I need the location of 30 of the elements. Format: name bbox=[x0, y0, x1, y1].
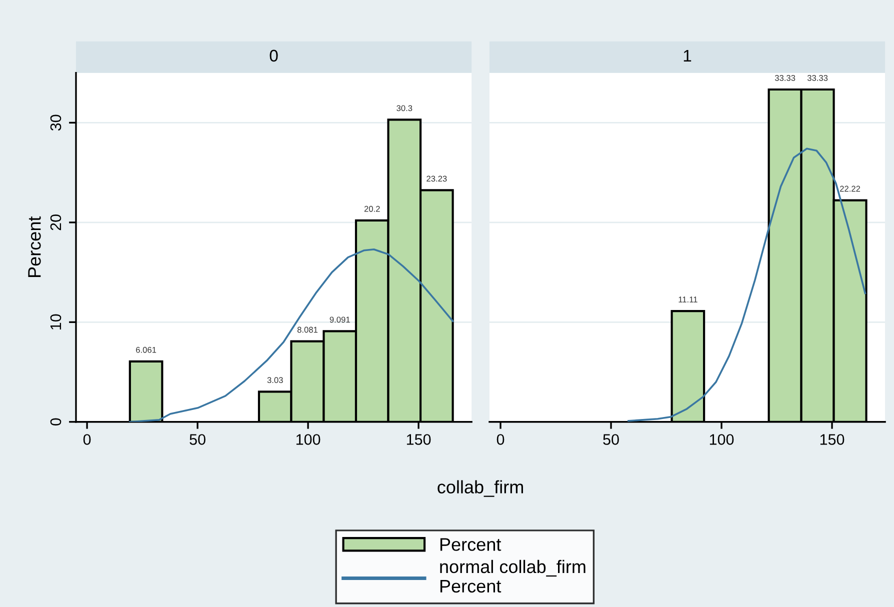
x-tick-label: 100 bbox=[710, 434, 734, 445]
y-tick-label: 30 bbox=[50, 114, 62, 131]
x-tick-label: 150 bbox=[406, 434, 431, 445]
data-label: 20.2 bbox=[364, 206, 380, 212]
x-tick-label: 50 bbox=[603, 434, 619, 445]
y-tick-label: 0 bbox=[50, 418, 62, 426]
data-label: 30.3 bbox=[396, 105, 412, 112]
data-label: 3.03 bbox=[267, 377, 283, 384]
legend-label: Percent bbox=[440, 538, 502, 551]
data-label: 23.23 bbox=[426, 176, 447, 182]
x-tick-label: 0 bbox=[83, 434, 91, 445]
chart-title: 0 bbox=[270, 50, 278, 62]
x-axis-title: collab_firm bbox=[438, 480, 523, 497]
y-axis-title: Percent bbox=[28, 216, 41, 277]
data-label: 22.22 bbox=[840, 186, 860, 192]
x-tick-label: 0 bbox=[496, 434, 504, 445]
x-tick-label: 50 bbox=[190, 434, 206, 445]
x-tick-label: 100 bbox=[296, 434, 320, 445]
line-series bbox=[129, 248, 454, 422]
data-label: 33.33 bbox=[774, 75, 796, 81]
data-label: 8.081 bbox=[297, 326, 318, 333]
data-label: 9.091 bbox=[330, 316, 350, 323]
data-label: 33.33 bbox=[807, 75, 828, 81]
y-tick-label: 10 bbox=[50, 314, 62, 330]
data-label: 11.11 bbox=[678, 296, 698, 302]
legend-label: normal collab_firm Percent bbox=[440, 560, 586, 593]
chart-title: 1 bbox=[684, 50, 692, 62]
x-tick-label: 150 bbox=[820, 434, 844, 445]
y-tick-label: 20 bbox=[50, 214, 62, 230]
data-label: 6.061 bbox=[136, 346, 156, 353]
